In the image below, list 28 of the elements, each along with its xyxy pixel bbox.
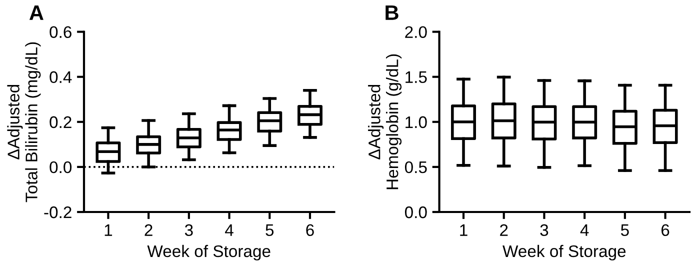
y-tick-label: 0.6 (50, 26, 72, 38)
x-axis-title: Week of Storage (147, 244, 270, 260)
x-tick-label: 3 (184, 224, 193, 236)
y-tick-label: -0.2 (44, 206, 72, 218)
x-tick-label: 3 (540, 224, 548, 236)
x-tick-label: 1 (460, 224, 468, 236)
x-tick-label: 4 (580, 224, 589, 236)
chart-title: A (29, 6, 44, 20)
x-tick-label: 5 (620, 224, 629, 236)
y-tick-label: 0.0 (404, 206, 427, 218)
y-tick-label: 1.5 (406, 71, 427, 84)
y-tick-label: 2.0 (405, 26, 427, 38)
x-tick-label: 6 (662, 224, 670, 236)
y-tick-label: 0.0 (50, 161, 72, 174)
y-tick-label: 0.4 (50, 71, 72, 84)
chart-title: B (386, 6, 398, 20)
y-tick-label: 1.0 (406, 116, 427, 128)
x-tick-label: 4 (225, 224, 234, 236)
x-tick-label: 5 (266, 224, 274, 236)
x-tick-label: 6 (306, 224, 314, 236)
y-axis-title: ΔAdjusted Hemoglobin (g/dL) (368, 54, 402, 190)
y-axis-title: ΔAdjusted Total Bilirubin (mg/dL) (7, 42, 41, 202)
x-tick-label: 2 (144, 224, 152, 236)
x-tick-label: 1 (104, 224, 112, 236)
y-tick-label: 0.2 (50, 116, 72, 128)
x-axis-title: Week of Storage (502, 244, 626, 260)
y-tick-label: 0.5 (404, 161, 427, 174)
x-tick-label: 2 (500, 224, 508, 236)
